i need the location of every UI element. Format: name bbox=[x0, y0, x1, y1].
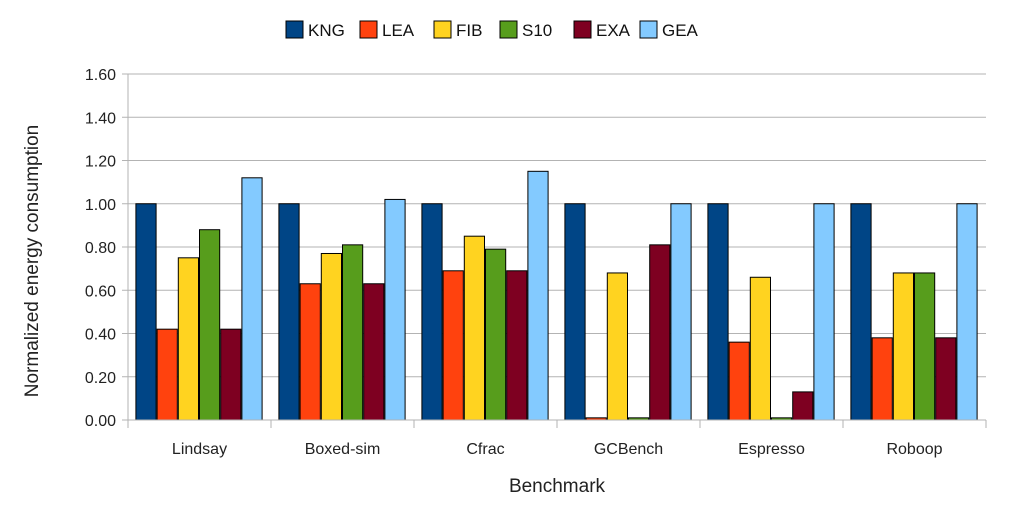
legend-swatch-gea bbox=[639, 20, 658, 39]
legend-label-kng: KNG bbox=[308, 21, 345, 40]
bar-lea-cfrac bbox=[442, 270, 464, 421]
bar-kng-espresso bbox=[707, 203, 729, 421]
bar-lea-roboop bbox=[871, 337, 893, 421]
bar-kng-cfrac bbox=[421, 203, 443, 421]
legend-label-gea: GEA bbox=[662, 21, 699, 40]
legend: KNG LEA FIB S10 EXA GEA bbox=[285, 20, 699, 40]
bar-lea-lindsay bbox=[156, 328, 178, 421]
legend-swatch-lea bbox=[359, 20, 378, 39]
bar-kng-boxed-sim bbox=[278, 203, 300, 421]
y-tick-label: 0.40 bbox=[85, 327, 116, 344]
y-tick-label: 1.20 bbox=[85, 154, 116, 171]
bar-exa-espresso bbox=[792, 391, 814, 421]
bar-kng-lindsay bbox=[135, 203, 157, 421]
legend-label-exa: EXA bbox=[596, 21, 631, 40]
bar-s10-cfrac bbox=[485, 248, 507, 421]
legend-swatch-exa bbox=[573, 20, 592, 39]
bar-exa-roboop bbox=[935, 337, 957, 421]
bar-exa-cfrac bbox=[506, 270, 528, 421]
bar-gea-boxed-sim bbox=[384, 198, 406, 421]
bars bbox=[135, 170, 978, 421]
bar-gea-gcbench bbox=[670, 203, 692, 421]
bar-fib-lindsay bbox=[177, 257, 200, 421]
x-tick-label: Espresso bbox=[738, 441, 805, 458]
bar-fib-boxed-sim bbox=[320, 252, 342, 421]
y-tick-label: 1.00 bbox=[85, 197, 116, 214]
x-tick-label: GCBench bbox=[594, 441, 663, 458]
bar-lea-espresso bbox=[728, 341, 750, 421]
bar-s10-boxed-sim bbox=[342, 244, 364, 421]
bar-kng-gcbench bbox=[564, 203, 586, 421]
legend-label-lea: LEA bbox=[382, 21, 415, 40]
legend-label-s10: S10 bbox=[522, 21, 552, 40]
bar-fib-cfrac bbox=[463, 235, 485, 421]
y-axis-ticks: 0.00 0.20 0.40 0.60 0.80 1.00 1.20 1.40 1.60 bbox=[85, 67, 128, 430]
y-tick-label: 0.00 bbox=[85, 413, 116, 430]
bar-s10-lindsay bbox=[199, 229, 221, 421]
legend-label-fib: FIB bbox=[456, 21, 482, 40]
gridlines bbox=[128, 73, 986, 378]
x-tick-label: Roboop bbox=[886, 441, 942, 458]
x-tick-label: Lindsay bbox=[172, 441, 227, 458]
y-tick-label: 1.40 bbox=[85, 110, 116, 127]
x-tick-label: Boxed-sim bbox=[305, 441, 381, 458]
bar-s10-roboop bbox=[914, 272, 936, 421]
bar-gea-lindsay bbox=[241, 177, 263, 421]
bar-exa-boxed-sim bbox=[363, 283, 385, 421]
legend-swatch-s10 bbox=[499, 20, 518, 39]
bar-gea-roboop bbox=[956, 203, 978, 421]
bar-gea-espresso bbox=[813, 203, 835, 421]
y-tick-label: 0.60 bbox=[85, 283, 116, 300]
bar-exa-lindsay bbox=[220, 328, 242, 421]
y-tick-label: 0.20 bbox=[85, 370, 116, 387]
legend-swatch-fib bbox=[433, 20, 452, 39]
bar-gea-cfrac bbox=[527, 170, 549, 421]
y-tick-label: 1.60 bbox=[85, 67, 116, 84]
x-tick-label: Cfrac bbox=[466, 441, 504, 458]
bar-fib-espresso bbox=[749, 276, 771, 421]
bar-exa-gcbench bbox=[649, 244, 671, 421]
bar-lea-boxed-sim bbox=[299, 283, 321, 421]
bar-kng-roboop bbox=[850, 203, 872, 421]
x-axis-title: Benchmark bbox=[509, 476, 606, 497]
legend-swatch-kng bbox=[285, 20, 304, 39]
bar-fib-roboop bbox=[892, 272, 914, 421]
bar-fib-gcbench bbox=[606, 272, 628, 421]
y-axis-title: Normalized energy consumption bbox=[22, 125, 43, 397]
x-axis-ticks: Lindsay Boxed-sim Cfrac GCBench Espresso Robo… bbox=[127, 420, 987, 458]
y-tick-label: 0.80 bbox=[85, 240, 116, 257]
